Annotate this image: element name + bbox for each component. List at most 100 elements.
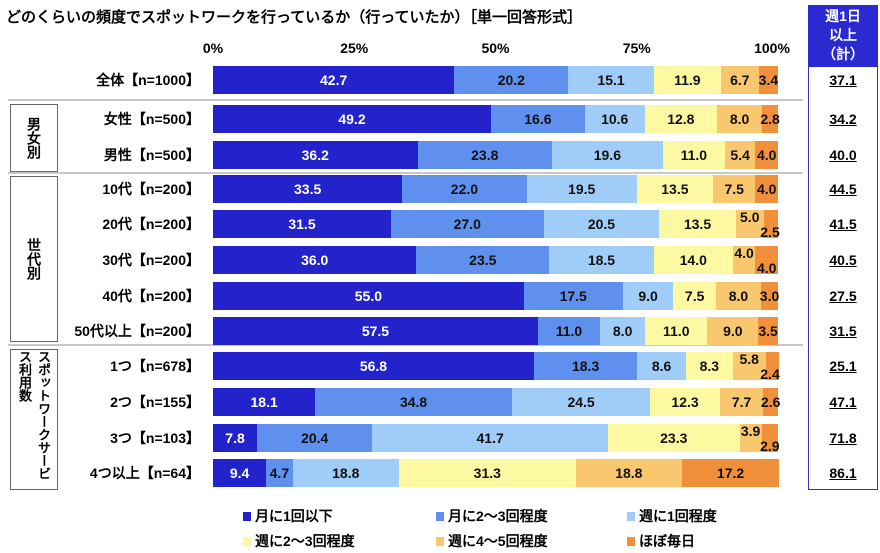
row-label: 男性【n=500】 [103,147,200,163]
chart-title: どのくらいの頻度でスポットワークを行っているか（行っていたか）［単一回答形式］ [6,9,583,26]
weekly-total-value: 41.5 [829,216,857,232]
bar-value-label: 5.4 [730,147,750,163]
bar-value-label: 18.3 [571,358,600,374]
bar-value-label: 22.0 [450,181,479,197]
bar-value-label: 7.7 [731,394,752,410]
bar-value-label: 7.5 [684,288,705,304]
bar-segment [213,282,524,310]
bar-segment [673,282,716,310]
bar-value-label: 3.0 [759,288,780,304]
bar-value-label: 16.6 [524,111,552,127]
bar-segment [761,424,778,452]
group-label: 世代別 [10,176,58,342]
group-separator [8,344,803,346]
bar-value-label: 11.9 [674,72,701,88]
x-tick-label: 50% [481,40,510,56]
bar-value-label: 8.0 [612,323,633,339]
row-label: 50代以上【n=200】 [74,323,200,339]
bar-value-label: 18.1 [250,394,278,410]
bar-segment [763,210,778,238]
bar-value-label: 33.5 [294,181,322,197]
bar-segment [758,317,778,345]
weekly-total-value: 47.1 [829,394,857,410]
bar-segment [213,388,316,416]
bar-segment [490,105,585,133]
bar-segment [213,317,538,345]
row-label: 3つ【n=103】 [110,430,200,446]
bar-segment [523,282,623,310]
bar-value-label: 17.2 [716,465,745,481]
row-label: 1つ【n=678】 [110,358,200,374]
x-tick-label: 25% [340,40,369,56]
bar-value-label: 5.8 [739,351,759,367]
row-label: 4つ以上【n=64】 [89,465,200,481]
weekly-total-value: 40.0 [829,147,857,163]
bar-value-label: 56.8 [359,358,388,374]
weekly-total-value: 31.5 [829,323,857,339]
bar-segment [644,105,717,133]
legend-label: 月に2～3回程度 [448,508,548,524]
bar-value-label: 49.2 [338,111,366,127]
bar-value-label: 2.8 [760,111,780,127]
bar-value-label: 8.3 [699,358,720,374]
bar-value-label: 20.4 [301,430,329,446]
x-tick-label: 75% [622,40,651,56]
row-label: 2つ【n=155】 [110,394,200,410]
legend-label: 週に1回程度 [639,508,717,524]
bar-value-label: 17.5 [559,288,587,304]
bar-segment [537,317,601,345]
bar-segment [653,246,733,274]
legend-item: 月に2～3回程度 [436,506,548,526]
legend-label: ほぼ毎日 [639,533,695,549]
weekly-total-header: 週1日 以上 （計） [808,5,878,67]
bar-segment [552,141,663,169]
legend-item: ほぼ毎日 [627,531,695,551]
bar-value-label: 27.0 [453,216,481,232]
bar-value-label: 18.8 [332,465,360,481]
bar-segment [735,210,764,238]
bar-segment [315,388,512,416]
weekly-header-line: （計） [822,46,864,62]
bar-value-label: 13.5 [661,181,689,197]
bar-segment [645,317,708,345]
bar-segment [739,424,762,452]
bar-segment [755,246,778,274]
weekly-total-value: 34.2 [829,111,857,127]
bar-segment [681,459,780,487]
bar-segment [685,352,733,380]
bar-segment [543,210,660,238]
bar-value-label: 18.5 [587,252,616,268]
bar-value-label: 8.0 [729,111,750,127]
bar-segment [761,282,778,310]
bar-segment [719,388,764,416]
bar-value-label: 41.7 [476,430,504,446]
bar-value-label: 3.4 [758,72,779,88]
bar-segment [724,141,756,169]
bar-segment [653,66,721,94]
bar-value-label: 5.0 [740,209,760,225]
bar-segment [213,141,418,169]
row-label: 全体【n=1000】 [96,72,200,88]
bar-segment [662,141,725,169]
bar-segment [650,388,720,416]
bar-value-label: 14.0 [679,252,707,268]
bar-segment [607,424,740,452]
weekly-header-line: 以上 [829,27,857,43]
bar-value-label: 11.0 [680,147,708,163]
bar-segment [762,105,778,133]
bar-value-label: 19.5 [568,181,596,197]
bar-value-label: 23.8 [471,147,499,163]
bar-segment [584,105,645,133]
bar-value-label: 7.8 [225,430,245,446]
bar-segment [213,246,417,274]
bar-segment [755,175,778,203]
bar-value-label: 2.4 [760,366,780,382]
x-tick-label: 100% [754,40,790,56]
legend-swatch [627,536,635,546]
legend-item: 週に4～5回程度 [436,531,548,551]
bar-value-label: 19.6 [593,147,621,163]
weekly-total-value: 44.5 [829,181,857,197]
bar-segment [213,352,534,380]
bar-value-label: 34.8 [399,394,428,410]
bar-value-label: 4.0 [756,181,777,197]
